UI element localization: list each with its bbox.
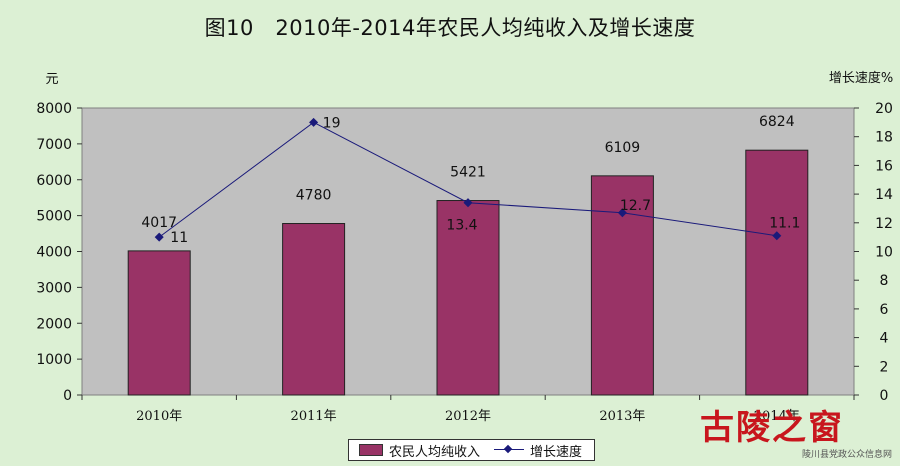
left-tick-label: 6000 (36, 173, 72, 189)
watermark-logo-text: 古陵之窗 (700, 408, 844, 448)
chart-title: 图10 2010年-2014年农民人均纯收入及增长速度 (204, 16, 696, 40)
growth-point-label: 11.1 (769, 216, 800, 232)
right-axis-unit: 增长速度% (829, 70, 893, 86)
growth-point-label: 12.7 (620, 198, 651, 214)
legend: 农民人均纯收入 增长速度 (348, 439, 595, 461)
right-tick-label: 12 (875, 216, 893, 232)
right-tick-label: 4 (880, 331, 889, 347)
left-tick-label: 7000 (36, 137, 72, 153)
left-tick-label: 8000 (36, 101, 72, 117)
left-tick-label: 5000 (36, 209, 72, 225)
income-bar (745, 149, 809, 396)
right-tick-label: 2 (880, 359, 889, 375)
growth-point (309, 117, 319, 127)
right-tick-label: 10 (875, 245, 893, 261)
right-tick-label: 20 (875, 101, 893, 117)
legend-bar-label: 农民人均纯收入 (389, 444, 481, 460)
right-tick-label: 8 (880, 273, 889, 289)
left-tick-label: 1000 (36, 352, 72, 368)
growth-point (154, 232, 164, 242)
left-tick-label: 3000 (36, 280, 72, 296)
legend-line-swatch (494, 445, 525, 455)
income-bar-label: 4017 (141, 215, 177, 231)
income-bar (282, 223, 346, 396)
legend-bar-swatch (359, 444, 383, 456)
watermark-subtext: 陵川县党政公众信息网 (801, 450, 892, 460)
growth-point-label: 19 (323, 115, 341, 131)
income-bar-label: 5421 (450, 165, 486, 181)
x-tick-label: 2010年 (136, 409, 182, 424)
x-tick-label: 2014年 (754, 409, 800, 424)
right-tick-label: 6 (880, 302, 889, 318)
x-tick-label: 2011年 (291, 409, 337, 424)
income-bar-label: 6824 (759, 114, 795, 130)
growth-point-label: 13.4 (446, 218, 477, 234)
legend-line-label: 增长速度 (530, 444, 583, 460)
growth-point-label: 11 (170, 230, 188, 246)
right-tick-label: 16 (875, 158, 893, 174)
x-tick-label: 2013年 (599, 409, 645, 424)
left-tick-label: 2000 (36, 316, 72, 332)
left-tick-label: 4000 (36, 245, 72, 261)
income-bar-label: 6109 (605, 140, 641, 156)
right-tick-label: 0 (880, 388, 889, 404)
right-tick-label: 18 (875, 130, 893, 146)
right-tick-label: 14 (875, 187, 893, 203)
income-bar-label: 4780 (296, 188, 332, 204)
left-axis-unit: 元 (45, 72, 58, 87)
x-tick-label: 2012年 (445, 409, 491, 424)
watermark: 古陵之窗 陵川县党政公众信息网 (700, 400, 900, 466)
income-bar (436, 200, 500, 396)
left-tick-label: 0 (63, 388, 72, 404)
income-bar (127, 250, 191, 396)
